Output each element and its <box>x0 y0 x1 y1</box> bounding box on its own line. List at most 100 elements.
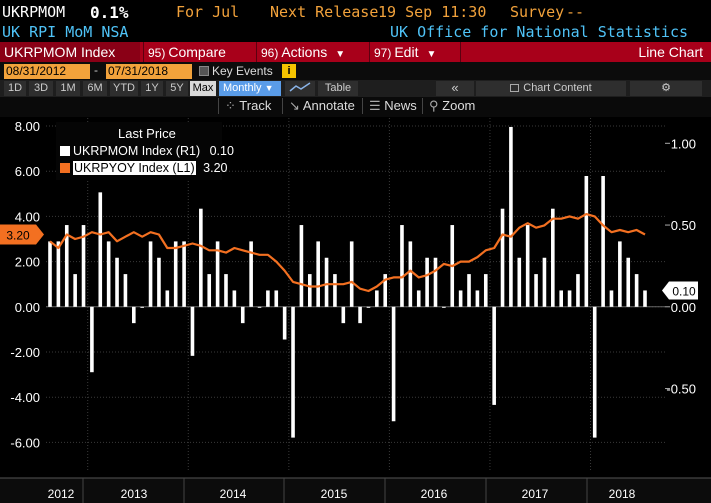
bar-ukrpmom <box>576 274 580 307</box>
period-ytd[interactable]: YTD <box>110 81 138 96</box>
x-axis-tick-label: 2018 <box>609 487 636 501</box>
legend-label-ukrpyoy: UKRPYOY Index (L1) <box>73 161 196 175</box>
bar-ukrpmom <box>73 274 77 307</box>
collapse-icon[interactable]: « <box>436 81 474 96</box>
end-date-input[interactable]: 07/31/2018 <box>106 64 192 79</box>
survey-value: -- <box>566 3 585 21</box>
data-source: UK Office for National Statistics <box>390 23 689 41</box>
bar-ukrpmom <box>609 290 614 307</box>
bar-ukrpmom <box>257 306 262 308</box>
bar-ukrpmom <box>366 306 371 308</box>
period-1d[interactable]: 1D <box>4 81 26 96</box>
chart-type-label: Line Chart <box>638 44 703 60</box>
security-header: UKRPMOM 0.1% For Jul Next Release 19 Sep… <box>0 0 711 24</box>
last-value: 0.1% <box>90 3 129 22</box>
period-1m[interactable]: 1M <box>56 81 80 96</box>
start-date-input[interactable]: 08/31/2012 <box>4 64 90 79</box>
bar-ukrpmom <box>525 225 530 307</box>
x-axis-tick-label: 2017 <box>522 487 549 501</box>
frequency-caret-icon: ▼ <box>264 83 274 93</box>
left-axis-tick-label: 8.00 <box>15 119 40 134</box>
bar-ukrpmom <box>458 290 463 307</box>
survey-label: Survey <box>510 3 565 21</box>
right-axis-tick-label: 0.00 <box>671 300 696 315</box>
edit-button[interactable]: 97) Edit ▼ <box>369 42 459 62</box>
key-events-checkbox[interactable] <box>199 66 209 76</box>
right-axis-tick-label: -0.50 <box>666 382 696 397</box>
next-release-label: Next Release <box>270 3 379 21</box>
bar-ukrpmom <box>148 241 153 307</box>
legend-value-ukrpmom: 0.10 <box>209 144 234 158</box>
chart-type-button[interactable]: Line Chart <box>460 42 711 62</box>
bar-ukrpmom <box>291 306 295 438</box>
annotate-icon: ↘ <box>289 98 300 113</box>
annotate-button[interactable]: ↘ Annotate <box>282 98 355 114</box>
bar-ukrpmom <box>90 306 94 373</box>
bar-ukrpmom <box>534 274 538 307</box>
left-axis-tick-label: -6.00 <box>10 435 40 450</box>
chart-content-button[interactable]: Chart Content <box>476 81 626 96</box>
bar-ukrpmom <box>215 241 220 307</box>
bar-ukrpmom <box>559 290 563 307</box>
line-chart-glyph <box>289 82 311 92</box>
bar-ukrpmom <box>173 241 178 307</box>
track-button[interactable]: ⁘ Track <box>218 98 271 114</box>
left-axis-tick-label: 2.00 <box>15 255 40 270</box>
right-axis-tick-label: 1.00 <box>671 136 696 151</box>
news-label: News <box>384 98 417 113</box>
x-axis-tick-label: 2012 <box>48 487 75 501</box>
bar-ukrpmom <box>400 225 404 307</box>
bar-ukrpmom <box>358 306 362 324</box>
edit-label: Edit <box>394 44 419 60</box>
date-separator: - <box>94 63 98 77</box>
x-axis-tick-label: 2014 <box>220 487 247 501</box>
compare-number: 95) <box>148 46 166 60</box>
compare-label: Compare <box>168 44 226 60</box>
price-chart[interactable]: 8.00 6.00 4.00 2.00 0.00 -2.00 -4.00 -6.00 1.00 0… <box>0 117 711 503</box>
bar-ukrpmom <box>249 241 253 307</box>
bar-ukrpmom <box>282 306 287 340</box>
bar-ukrpmom <box>584 176 589 307</box>
security-description: UK RPI MoM NSA <box>2 23 129 41</box>
period-1y[interactable]: 1Y <box>141 81 163 96</box>
chart-content-label: Chart Content <box>523 82 592 94</box>
period-max[interactable]: Max <box>190 81 216 96</box>
bar-ukrpmom <box>475 290 480 307</box>
table-button[interactable]: Table <box>318 81 358 96</box>
news-button[interactable]: ☰ News <box>362 98 417 114</box>
bar-ukrpmom <box>232 290 237 307</box>
period-label: For Jul <box>176 3 240 21</box>
compare-button[interactable]: 95) Compare <box>143 42 255 62</box>
period-bar: 1D 3D 1M 6M YTD 1Y 5Y Max Monthly ▼ Tabl… <box>0 80 711 97</box>
legend-title: Last Price <box>118 126 176 141</box>
legend-value-ukrpyoy: 3.20 <box>203 161 228 175</box>
actions-button[interactable]: 96) Actions ▼ <box>256 42 368 62</box>
bar-ukrpmom <box>115 257 119 307</box>
bar-ukrpmom <box>132 306 136 324</box>
bar-ukrpmom <box>643 290 647 307</box>
bar-ukrpmom <box>349 241 354 307</box>
security-field[interactable]: UKRPMOM Index <box>0 42 140 62</box>
last-value-label-right: 0.10 <box>672 284 696 298</box>
period-5y[interactable]: 5Y <box>166 81 188 96</box>
bar-ukrpmom <box>551 208 555 307</box>
chart-tools-bar: ⁘ Track ↘ Annotate ☰ News ⚲ Zoom <box>0 97 711 117</box>
frequency-dropdown[interactable]: Monthly ▼ <box>219 81 281 96</box>
period-3d[interactable]: 3D <box>29 81 53 96</box>
settings-gear-icon[interactable]: ⚙ <box>630 81 702 96</box>
bar-ukrpmom <box>324 257 329 307</box>
info-icon[interactable]: i <box>282 64 296 78</box>
bar-ukrpmom <box>601 176 605 307</box>
last-value-tag-left <box>0 224 44 245</box>
news-icon: ☰ <box>369 98 381 113</box>
zoom-icon: ⚲ <box>429 98 439 113</box>
bar-ukrpmom <box>408 241 413 307</box>
period-6m[interactable]: 6M <box>83 81 107 96</box>
bar-ukrpmom <box>182 241 186 307</box>
zoom-button[interactable]: ⚲ Zoom <box>422 98 475 114</box>
x-axis-tick-label: 2013 <box>121 487 148 501</box>
bar-ukrpmom <box>509 126 513 307</box>
bar-ukrpmom <box>592 306 597 438</box>
bar-ukrpmom <box>274 290 279 307</box>
line-chart-icon[interactable] <box>285 81 315 96</box>
